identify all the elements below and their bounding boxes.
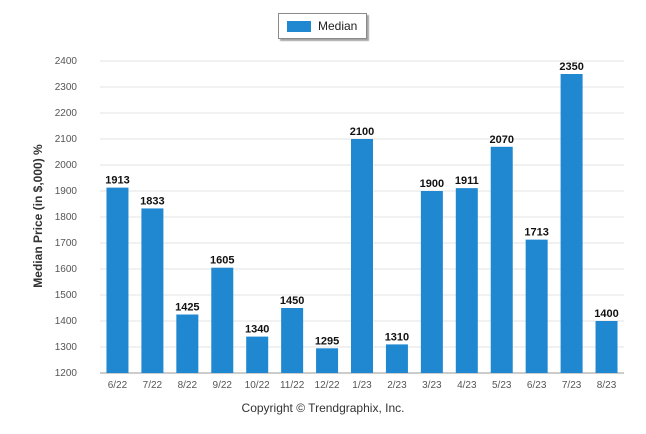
- bar-2-23[interactable]: [385, 344, 408, 373]
- y-tick-label: 2300: [55, 82, 78, 93]
- y-tick-label: 1500: [55, 290, 78, 301]
- data-labels: 1913 1833 1425 1605 1340 1450 1295 2100 1310 1900…: [105, 61, 619, 347]
- bar-12-22[interactable]: [316, 348, 339, 373]
- data-label: 1295: [315, 335, 339, 347]
- data-label: 2100: [350, 126, 374, 138]
- y-tick-label: 1200: [55, 368, 78, 379]
- bar-7-23[interactable]: [560, 74, 583, 373]
- bar-10-22[interactable]: [246, 336, 269, 373]
- x-tick-label: 6/23: [527, 380, 547, 391]
- x-tick-label: 10/22: [245, 380, 270, 391]
- data-label: 2070: [489, 134, 513, 146]
- y-tick-label: 1400: [55, 316, 78, 327]
- bar-8-23[interactable]: [595, 321, 618, 373]
- data-label: 1605: [210, 255, 234, 267]
- x-tick-label: 1/23: [352, 380, 372, 391]
- legend[interactable]: Median: [278, 13, 367, 39]
- x-tick-label: 9/22: [213, 380, 233, 391]
- x-tick-label: 5/23: [492, 380, 512, 391]
- bar-11-22[interactable]: [281, 308, 304, 373]
- legend-swatch: [287, 20, 311, 32]
- x-tick-label: 8/22: [178, 380, 198, 391]
- y-tick-label: 1900: [55, 186, 78, 197]
- x-tick-label: 8/23: [597, 380, 617, 391]
- copyright-text: Copyright © Trendgraphix, Inc.: [241, 401, 405, 415]
- data-label: 1310: [385, 331, 409, 343]
- y-tick-label: 1300: [55, 342, 78, 353]
- y-tick-label: 1800: [55, 212, 78, 223]
- bar-1-23[interactable]: [351, 139, 373, 373]
- data-label: 1450: [280, 295, 304, 307]
- y-tick-label: 1700: [55, 238, 78, 249]
- bar-7-22[interactable]: [141, 208, 164, 373]
- bar-6-23[interactable]: [525, 239, 548, 373]
- data-label: 1400: [594, 308, 618, 320]
- y-axis-ticks: 1200 1300 1400 1500 1600 1700 1800 1900 2000 2100…: [55, 56, 78, 379]
- data-label: 1833: [140, 195, 164, 207]
- x-tick-label: 11/22: [280, 380, 305, 391]
- data-label: 1340: [245, 324, 269, 336]
- x-tick-label: 2/23: [387, 380, 407, 391]
- y-tick-label: 2100: [55, 134, 78, 145]
- y-tick-label: 2200: [55, 108, 78, 119]
- y-tick-label: 2000: [55, 160, 78, 171]
- data-label: 1713: [524, 227, 548, 239]
- bar-5-23[interactable]: [490, 146, 513, 373]
- x-tick-label: 3/23: [422, 380, 442, 391]
- data-label: 1900: [420, 178, 444, 190]
- data-label: 1911: [455, 175, 479, 187]
- x-tick-label: 6/22: [108, 380, 128, 391]
- y-tick-label: 1600: [55, 264, 78, 275]
- x-tick-label: 12/22: [315, 380, 340, 391]
- y-axis-title: Median Price (in $,000) %: [31, 144, 45, 288]
- bar-4-23[interactable]: [455, 188, 478, 373]
- bar-3-23[interactable]: [420, 191, 443, 373]
- data-label: 1425: [175, 302, 199, 314]
- legend-label: Median: [318, 19, 358, 33]
- x-tick-label: 7/22: [143, 380, 163, 391]
- data-label: 1913: [105, 175, 129, 187]
- y-tick-label: 2400: [55, 56, 78, 67]
- bar-9-22[interactable]: [211, 267, 234, 373]
- bar-6-22[interactable]: [106, 187, 129, 373]
- x-tick-label: 7/23: [562, 380, 582, 391]
- data-label: 2350: [559, 61, 583, 73]
- x-axis-ticks: 6/22 7/22 8/22 9/22 10/22 11/22 12/22 1/23 2/23 3…: [108, 380, 617, 391]
- x-tick-label: 4/23: [457, 380, 477, 391]
- bars: [106, 74, 618, 374]
- bar-8-22[interactable]: [176, 314, 199, 374]
